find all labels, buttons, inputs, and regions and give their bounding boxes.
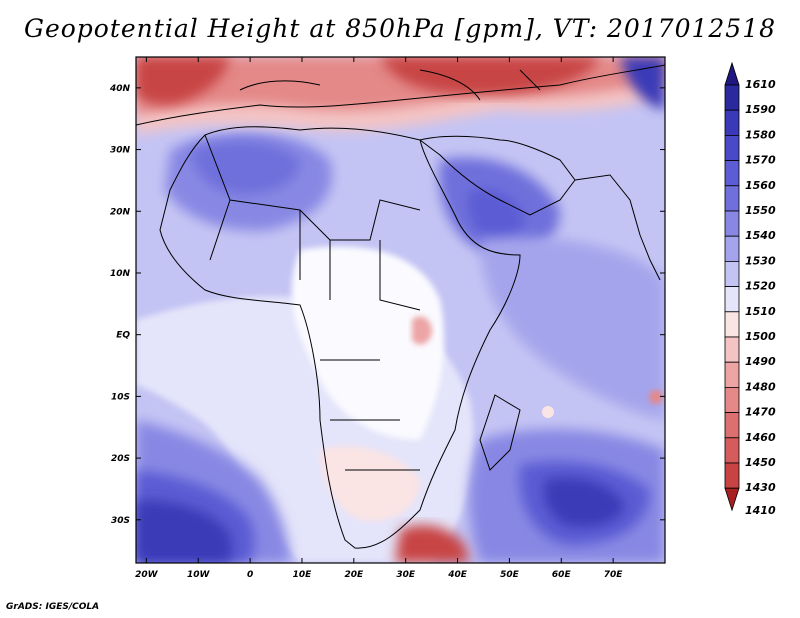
lon-label: 30E (396, 570, 416, 580)
grads-credit: GrADS: IGES/COLA (6, 602, 100, 612)
colorbar-swatch (724, 160, 740, 187)
colorbar-label: 1460 (745, 431, 776, 444)
colorbar-swatch (724, 109, 740, 136)
colorbar-label: 1500 (745, 330, 776, 343)
lat-label: 30S (111, 516, 130, 526)
colorbar-swatch (724, 185, 740, 212)
colorbar-label: 1610 (745, 78, 776, 91)
lon-label: 50E (500, 570, 520, 580)
lon-label: 40E (447, 570, 468, 580)
colorbar-label: 1510 (745, 305, 776, 318)
colorbar-bottom-arrow (724, 487, 740, 512)
colorbar-label: 1540 (745, 229, 776, 242)
colorbar-swatch (724, 437, 740, 464)
lon-label: 60E (552, 570, 572, 580)
colorbar-label: 1530 (745, 254, 776, 267)
lat-label: 20S (111, 454, 130, 464)
lon-label: 0 (247, 570, 253, 580)
colorbar-label: 1490 (745, 355, 776, 368)
colorbar: 1610 1590 1580 1570 1560 1550 1540 1530 1520 1510… (724, 61, 776, 517)
colorbar-swatch (724, 311, 740, 338)
lat-label: 30N (110, 146, 131, 156)
colorbar-swatch (724, 235, 740, 262)
colorbar-swatch (724, 412, 740, 439)
colorbar-label: 1590 (745, 103, 776, 116)
colorbar-label: 1470 (745, 406, 776, 419)
colorbar-top-arrow (724, 61, 740, 86)
colorbar-swatch (724, 386, 740, 413)
colorbar-label: 1410 (745, 504, 776, 517)
map-axes: 40N 30N 20N 10N EQ 10S 20S 30S 20W 10W 0 10E 20E 30E 4… (109, 57, 665, 580)
coastlines (136, 64, 665, 549)
lat-label: EQ (116, 331, 130, 341)
lon-label: 70E (604, 570, 624, 580)
lat-label: 10N (110, 269, 131, 279)
lon-label: 20E (344, 570, 364, 580)
colorbar-label: 1450 (745, 456, 776, 469)
colorbar-label: 1580 (745, 128, 776, 141)
colorbar-label: 1570 (745, 154, 776, 167)
colorbar-label: 1480 (745, 380, 776, 393)
map-frame (135, 56, 666, 564)
colorbar-swatch (724, 260, 740, 287)
lon-label: 10W (187, 570, 211, 580)
map-title: Geopotential Height at 850hPa [gpm], VT:… (23, 14, 777, 43)
colorbar-swatch (724, 361, 740, 388)
colorbar-swatch (724, 286, 740, 313)
colorbar-label: 1430 (745, 481, 776, 494)
lon-label: 10E (293, 570, 313, 580)
colorbar-swatch (724, 462, 740, 489)
colorbar-swatch (724, 210, 740, 237)
colorbar-label: 1550 (745, 204, 776, 217)
colorbar-swatch (724, 336, 740, 363)
colorbar-swatch (724, 134, 740, 161)
colorbar-label: 1520 (745, 280, 776, 293)
lat-label: 20N (110, 207, 131, 217)
colorbar-swatch (724, 84, 740, 111)
lon-label: 20W (135, 570, 159, 580)
lat-label: 10S (111, 392, 130, 402)
colorbar-label: 1560 (745, 179, 776, 192)
height-field (136, 57, 665, 563)
lat-label: 40N (109, 84, 131, 94)
